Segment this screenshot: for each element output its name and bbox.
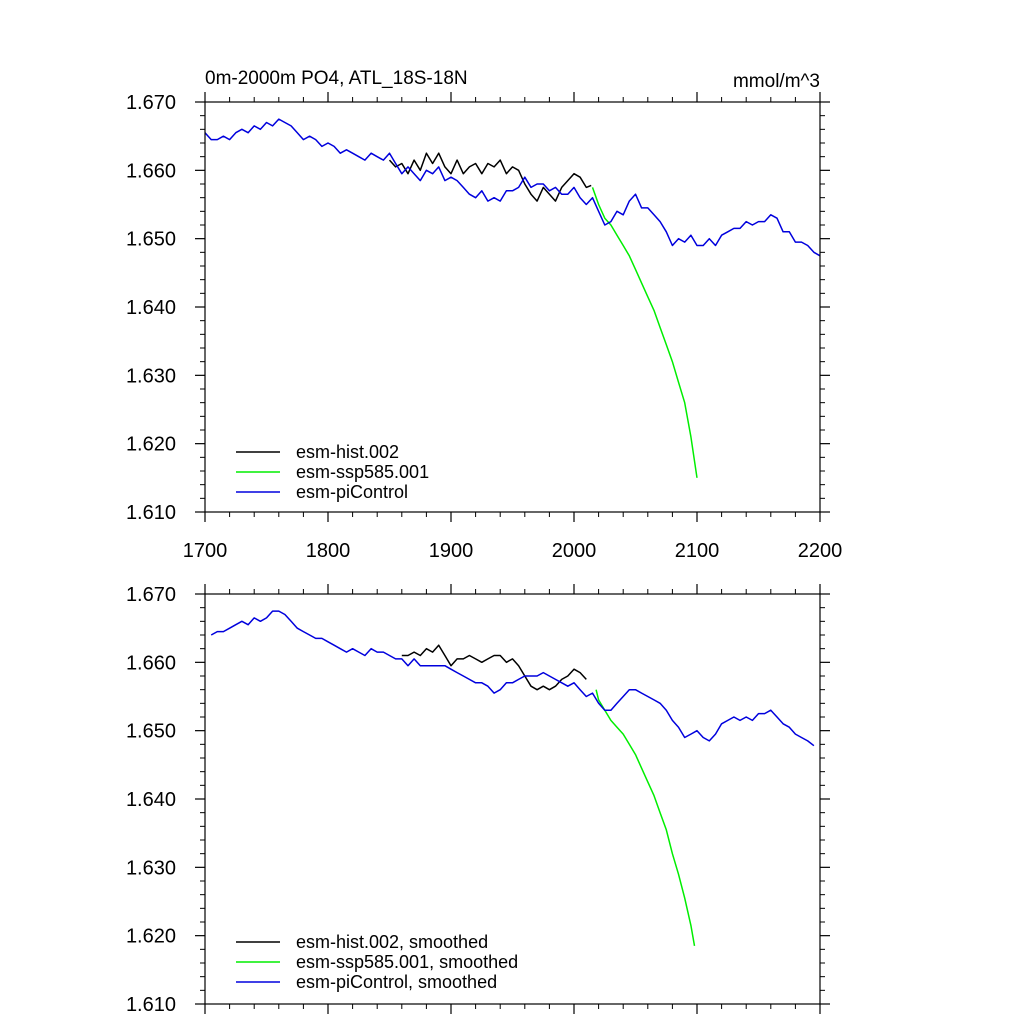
y-tick-label: 1.660 [126,652,176,674]
y-tick-label: 1.660 [126,160,176,182]
legend-label-2: esm-piControl, smoothed [296,972,497,992]
x-tick-label: 1700 [183,540,228,562]
bottom-plot-lines [210,610,815,947]
y-tick-label: 1.620 [126,434,176,456]
x-tick-label: 2200 [798,540,843,562]
y-tick-label: 1.670 [126,92,176,114]
units-label: mmol/m^3 [733,71,820,92]
legend-label-1: esm-ssp585.001 [296,462,429,482]
y-tick-label: 1.650 [126,229,176,251]
top-axis-ticks [195,92,830,522]
series-line-1 [595,689,696,947]
series-line-1 [591,187,698,478]
top-x-tick-labels: 1700 1800 1900 2000 2100 2200 [183,540,843,562]
bottom-y-tick-labels: 1.610 1.620 1.630 1.640 1.650 1.660 1.670 [126,584,176,1016]
series-line-0 [388,152,592,202]
y-tick-label: 1.630 [126,365,176,387]
top-y-tick-labels: 1.610 1.620 1.630 1.640 1.650 1.660 1.670 [126,92,176,524]
y-tick-label: 1.610 [126,502,176,524]
legend-label-0: esm-hist.002, smoothed [296,932,488,952]
top-plot-lines [204,118,821,478]
x-tick-label: 2000 [552,540,597,562]
x-tick-label: 1900 [429,540,474,562]
y-tick-label: 1.620 [126,926,176,948]
y-tick-label: 1.640 [126,297,176,319]
series-line-2 [210,610,815,747]
y-tick-label: 1.630 [126,857,176,879]
bottom-axis-ticks [195,584,830,1014]
x-tick-label: 2100 [675,540,720,562]
chart-title: 0m-2000m PO4, ATL_18S-18N [205,68,468,89]
x-tick-label: 1800 [306,540,351,562]
bottom-panel: 1.610 1.620 1.630 1.640 1.650 1.660 1.670 esm-… [126,584,830,1016]
legend-label-1: esm-ssp585.001, smoothed [296,952,518,972]
top-panel: 0m-2000m PO4, ATL_18S-18N mmol/m^3 1.610… [126,68,842,562]
series-line-2 [204,118,821,257]
legend-label-0: esm-hist.002 [296,442,399,462]
y-tick-label: 1.610 [126,994,176,1016]
y-tick-label: 1.670 [126,584,176,606]
y-tick-label: 1.650 [126,721,176,743]
y-tick-label: 1.640 [126,789,176,811]
legend-label-2: esm-piControl [296,482,408,502]
series-line-0 [401,644,587,691]
